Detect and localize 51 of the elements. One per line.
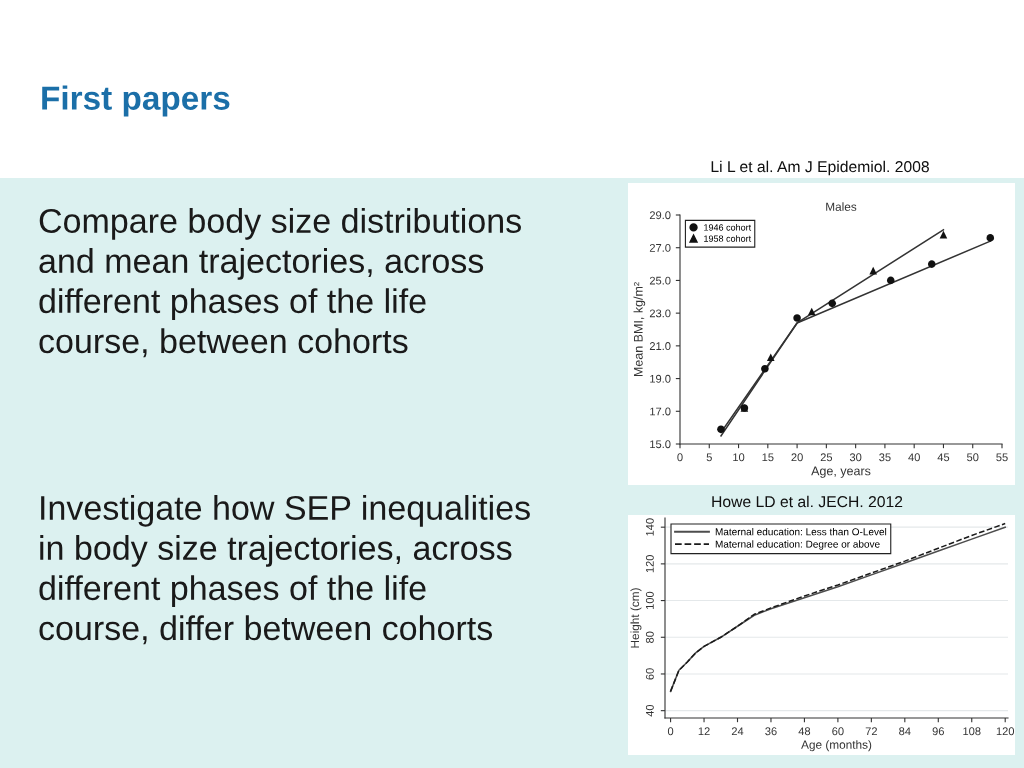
y-tick-label: 140 — [645, 518, 654, 536]
x-axis-title: Age (months) — [801, 740, 872, 752]
x-tick-label: 50 — [966, 453, 979, 462]
x-tick-label: 40 — [908, 453, 920, 462]
y-tick-label: 25.0 — [649, 276, 671, 285]
x-tick-label: 72 — [865, 727, 877, 736]
y-tick-label: 60 — [645, 668, 654, 680]
x-tick-label: 60 — [832, 727, 844, 736]
x-tick-label: 45 — [937, 453, 950, 462]
x-tick-label: 48 — [798, 727, 811, 736]
x-tick-label: 0 — [667, 727, 674, 736]
x-tick-label: 55 — [996, 453, 1008, 462]
y-tick-label: 21.0 — [649, 342, 671, 350]
text: Investigate how SEP inequalities in body size trajectories, across different phases of the life course, differ between cohorts — [39, 495, 530, 645]
x-tick-label: 108 — [963, 727, 981, 736]
x-tick-label: 0 — [677, 453, 683, 462]
y-tick-label: 27.0 — [649, 243, 671, 252]
chart-title: Males — [826, 202, 857, 211]
x-tick-label: 120 — [996, 727, 1015, 736]
y-tick-label: 100 — [645, 591, 654, 609]
x-tick-label: 25 — [820, 453, 833, 462]
y-axis-title: Mean BMI, kg/m² — [633, 282, 646, 377]
text: Howe LD et al. JECH. 2012 — [712, 495, 903, 508]
y-tick-label: 120 — [645, 555, 654, 573]
x-axis-title: Age, years — [811, 466, 871, 478]
y-tick-label: 19.0 — [650, 374, 671, 383]
legend-label: 1946 cohort — [704, 224, 752, 231]
y-tick-label: 23.0 — [649, 309, 671, 318]
legend-label: 1958 cohort — [704, 235, 752, 242]
x-tick-label: 30 — [849, 453, 862, 462]
x-tick-label: 36 — [765, 727, 777, 736]
text: Li L et al. Am J Epidemiol. 2008 — [711, 160, 929, 176]
y-axis-title: Height (cm) — [630, 588, 642, 648]
y-tick-label: 17.0 — [650, 407, 671, 416]
text: Compare body size distributions and mean trajectories, across different phases of the life course, between cohorts — [39, 208, 521, 358]
x-tick-label: 5 — [706, 453, 712, 462]
y-tick-label: 80 — [645, 631, 654, 643]
x-tick-label: 10 — [733, 453, 745, 462]
legend-label: Maternal education: Degree or above — [715, 540, 880, 550]
x-tick-label: 35 — [879, 453, 891, 462]
y-tick-label: 15.0 — [650, 440, 671, 449]
x-tick-label: 12 — [698, 727, 710, 736]
x-tick-label: 24 — [731, 727, 744, 736]
x-tick-label: 84 — [899, 727, 911, 736]
x-tick-label: 96 — [932, 727, 944, 736]
y-tick-label: 40 — [645, 704, 654, 717]
legend-label: Maternal education: Less than O-Level — [715, 528, 887, 536]
y-tick-label: 29.0 — [649, 211, 671, 220]
x-tick-label: 15 — [762, 453, 774, 462]
text: First papers — [42, 85, 230, 117]
x-tick-label: 20 — [791, 453, 803, 462]
